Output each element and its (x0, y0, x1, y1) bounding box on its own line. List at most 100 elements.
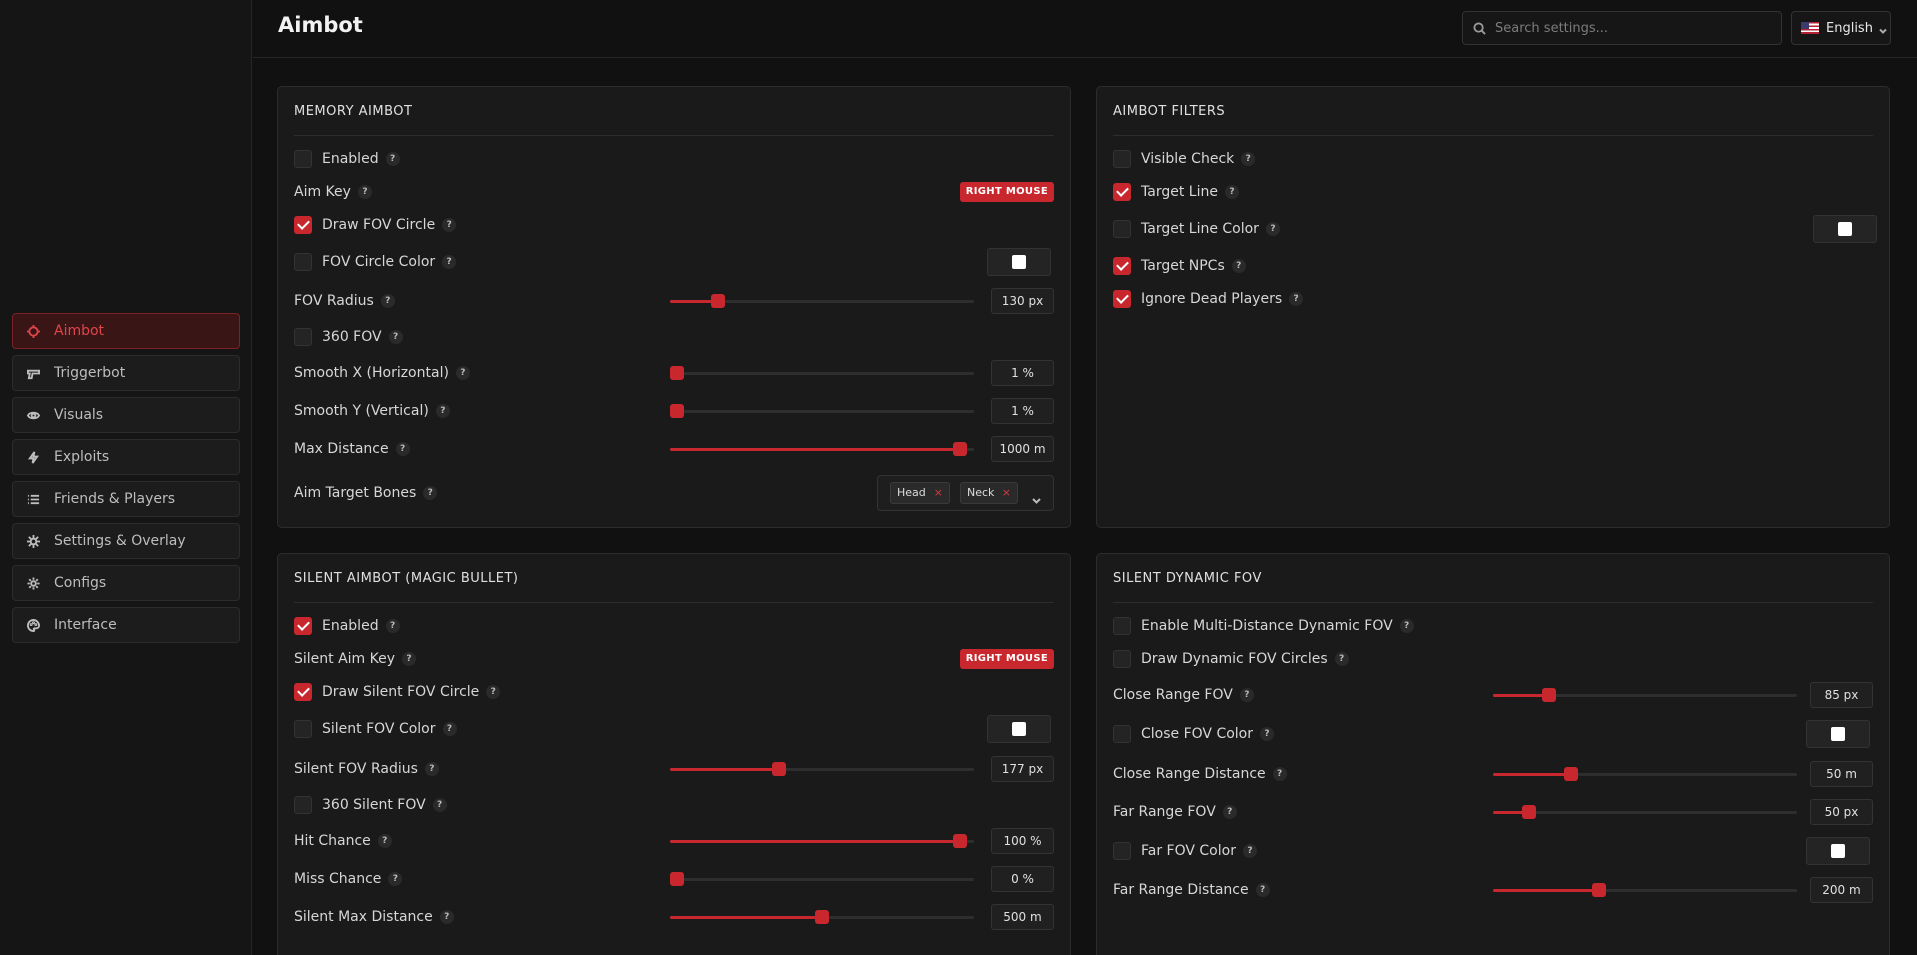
max-distance-value[interactable]: 1000 m (991, 436, 1054, 462)
help-icon[interactable]: ? (1334, 652, 1349, 666)
target-line-color-checkbox[interactable] (1113, 220, 1131, 238)
help-icon[interactable]: ? (1260, 727, 1274, 741)
help-icon[interactable]: ? (1222, 805, 1237, 819)
sidebar-item-settings-overlay[interactable]: Settings & Overlay (12, 523, 240, 559)
smooth-y-value[interactable]: 1 % (991, 398, 1054, 424)
ignore-dead-checkbox[interactable] (1113, 290, 1131, 308)
help-icon[interactable]: ? (486, 685, 501, 699)
help-icon[interactable]: ? (380, 294, 395, 308)
help-icon[interactable]: ? (1231, 259, 1246, 273)
draw-fov-checkbox[interactable] (294, 216, 312, 234)
close-range-fov-slider[interactable] (1493, 688, 1797, 702)
fov360-checkbox[interactable] (294, 328, 312, 346)
search-input[interactable] (1495, 20, 1765, 36)
sidebar-item-triggerbot[interactable]: Triggerbot (12, 355, 240, 391)
help-icon[interactable]: ? (439, 910, 454, 924)
slider-thumb[interactable] (952, 834, 967, 848)
close-range-distance-slider[interactable] (1493, 767, 1797, 781)
miss-chance-slider[interactable] (670, 872, 974, 886)
max-distance-slider[interactable] (670, 442, 974, 456)
help-icon[interactable]: ? (1241, 152, 1256, 166)
help-icon[interactable]: ? (424, 762, 439, 776)
language-select[interactable]: English (1791, 11, 1891, 45)
help-icon[interactable]: ? (435, 404, 450, 418)
far-range-fov-slider[interactable] (1493, 805, 1797, 819)
sidebar-item-friends-players[interactable]: Friends & Players (12, 481, 240, 517)
aim-key-button[interactable]: RIGHT MOUSE (959, 182, 1054, 202)
slider-thumb[interactable] (952, 442, 967, 456)
help-icon[interactable]: ? (1272, 767, 1287, 781)
smooth-y-slider[interactable] (670, 404, 974, 418)
help-icon[interactable]: ? (442, 255, 457, 269)
help-icon[interactable]: ? (388, 330, 403, 344)
remove-tag-icon[interactable]: × (1001, 486, 1011, 499)
far-range-distance-value[interactable]: 200 m (1810, 877, 1873, 903)
help-icon[interactable]: ? (442, 218, 457, 232)
bones-multiselect[interactable]: Head × Neck × (877, 475, 1054, 511)
slider-thumb[interactable] (771, 762, 786, 776)
far-fov-color-checkbox[interactable] (1113, 842, 1131, 860)
sidebar-item-configs[interactable]: Configs (12, 565, 240, 601)
help-icon[interactable]: ? (1399, 619, 1414, 633)
target-npcs-checkbox[interactable] (1113, 257, 1131, 275)
help-icon[interactable]: ? (388, 872, 403, 886)
silent-fov-radius-value[interactable]: 177 px (991, 756, 1054, 782)
close-range-distance-value[interactable]: 50 m (1810, 761, 1873, 787)
visible-check-checkbox[interactable] (1113, 150, 1131, 168)
slider-thumb[interactable] (1591, 883, 1606, 897)
miss-chance-value[interactable]: 0 % (991, 866, 1054, 892)
color-swatch[interactable] (987, 248, 1051, 276)
color-swatch[interactable] (1806, 837, 1870, 865)
silent-enabled-checkbox[interactable] (294, 617, 312, 635)
silent-fov-color-checkbox[interactable] (294, 720, 312, 738)
color-swatch[interactable] (987, 715, 1051, 743)
close-range-fov-value[interactable]: 85 px (1810, 682, 1873, 708)
far-range-distance-slider[interactable] (1493, 883, 1797, 897)
close-fov-color-checkbox[interactable] (1113, 725, 1131, 743)
far-range-fov-value[interactable]: 50 px (1810, 799, 1873, 825)
enable-dynamic-fov-checkbox[interactable] (1113, 617, 1131, 635)
help-icon[interactable]: ? (1289, 292, 1304, 306)
silent-max-distance-value[interactable]: 500 m (991, 904, 1054, 930)
smooth-x-slider[interactable] (670, 366, 974, 380)
remove-tag-icon[interactable]: × (933, 486, 943, 499)
help-icon[interactable]: ? (377, 834, 392, 848)
silent-fov-radius-slider[interactable] (670, 762, 974, 776)
color-swatch[interactable] (1813, 215, 1877, 243)
help-icon[interactable]: ? (1224, 185, 1239, 199)
help-icon[interactable]: ? (432, 798, 447, 812)
slider-thumb[interactable] (1564, 767, 1579, 781)
fov-radius-slider[interactable] (670, 294, 974, 308)
silent-aim-key-button[interactable]: RIGHT MOUSE (959, 649, 1054, 669)
help-icon[interactable]: ? (385, 152, 400, 166)
silent-max-distance-slider[interactable] (670, 910, 974, 924)
help-icon[interactable]: ? (402, 652, 417, 666)
sidebar-item-visuals[interactable]: Visuals (12, 397, 240, 433)
help-icon[interactable]: ? (1242, 844, 1257, 858)
slider-thumb[interactable] (1522, 805, 1536, 819)
draw-dynamic-fov-checkbox[interactable] (1113, 650, 1131, 668)
help-icon[interactable]: ? (385, 619, 400, 633)
slider-thumb[interactable] (670, 404, 684, 418)
slider-thumb[interactable] (1542, 688, 1557, 702)
draw-silent-fov-checkbox[interactable] (294, 683, 312, 701)
slider-thumb[interactable] (670, 872, 684, 886)
help-icon[interactable]: ? (1239, 688, 1254, 702)
sidebar-item-aimbot[interactable]: Aimbot (12, 313, 240, 349)
help-icon[interactable]: ? (357, 185, 372, 199)
slider-thumb[interactable] (710, 294, 725, 308)
help-icon[interactable]: ? (423, 486, 438, 500)
chevron-down-icon[interactable] (1032, 490, 1041, 504)
fov-radius-value[interactable]: 130 px (991, 288, 1054, 314)
silent-fov360-checkbox[interactable] (294, 796, 312, 814)
target-line-checkbox[interactable] (1113, 183, 1131, 201)
smooth-x-value[interactable]: 1 % (991, 360, 1054, 386)
slider-thumb[interactable] (670, 366, 684, 380)
help-icon[interactable]: ? (1255, 883, 1270, 897)
sidebar-item-interface[interactable]: Interface (12, 607, 240, 643)
fov-color-checkbox[interactable] (294, 253, 312, 271)
slider-thumb[interactable] (815, 910, 829, 924)
help-icon[interactable]: ? (1265, 222, 1280, 236)
hit-chance-slider[interactable] (670, 834, 974, 848)
help-icon[interactable]: ? (395, 442, 410, 456)
